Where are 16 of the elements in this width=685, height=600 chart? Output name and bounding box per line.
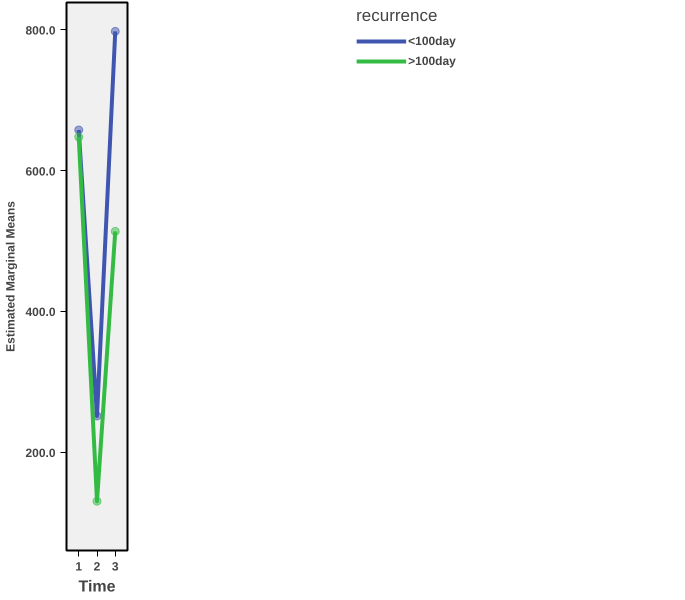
point [74, 132, 84, 142]
x-axis-title: Time [78, 578, 116, 596]
y-tick-label: 600.0 [25, 164, 56, 178]
y-axis-title: Estimated Marginal Means [3, 200, 18, 352]
point [110, 26, 120, 36]
y-tick-label: 800.0 [25, 23, 56, 38]
y-tick-label: 200.0 [25, 446, 56, 460]
legend-label: >100day [408, 54, 456, 68]
x-tick-label: 1 [75, 560, 82, 574]
x-tick-label: 2 [94, 560, 101, 574]
point [92, 496, 102, 506]
legend-label: <100day [408, 34, 456, 48]
point [110, 226, 120, 236]
legend-title: recurrence [356, 6, 438, 26]
y-tick-label: 400.0 [25, 305, 56, 320]
x-tick-label: 3 [112, 560, 119, 574]
